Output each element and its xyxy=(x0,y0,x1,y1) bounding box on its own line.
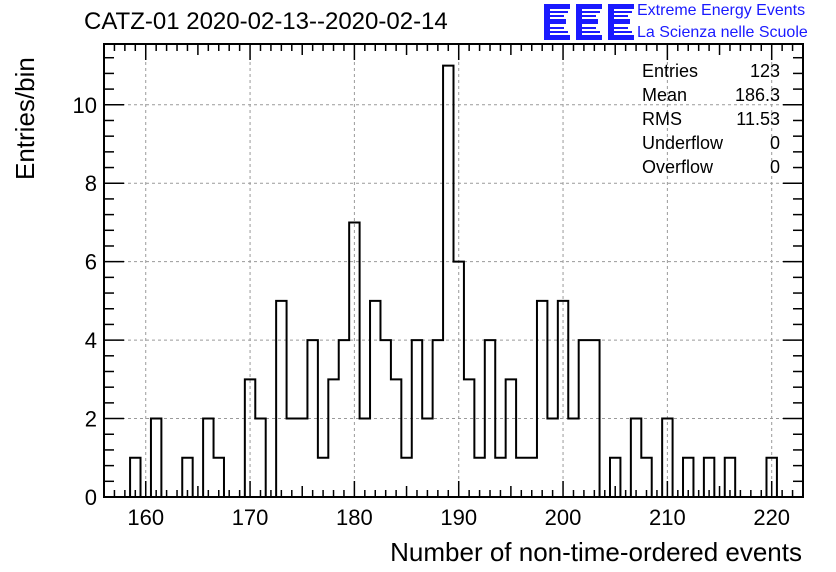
histogram-bin xyxy=(245,379,255,497)
stat-label: RMS xyxy=(642,109,682,129)
histogram-bin xyxy=(537,301,547,497)
x-axis-label: Number of non-time-ordered events xyxy=(390,537,802,567)
stat-value: 123 xyxy=(749,61,780,81)
x-tick-label: 180 xyxy=(336,505,373,530)
stat-rms: RMS 11.53 xyxy=(642,107,780,131)
eee-logo xyxy=(544,4,634,40)
histogram-bin xyxy=(506,379,516,497)
logo-line-1: Extreme Energy Events xyxy=(637,2,806,19)
x-tick-label: 190 xyxy=(440,505,477,530)
stat-value: 0 xyxy=(769,133,780,153)
stats-box: Entries 123 Mean 186.3 RMS 11.53 Underfl… xyxy=(642,59,780,179)
axes xyxy=(103,43,804,498)
stat-label: Overflow xyxy=(642,157,714,177)
histogram-bin xyxy=(328,379,338,497)
stat-value: 11.53 xyxy=(736,109,780,129)
x-tick-label: 170 xyxy=(232,505,269,530)
tick-labels: 160 170 180 190 200 210 220 0 2 4 6 8 10 xyxy=(73,93,791,530)
histogram-series xyxy=(129,64,778,498)
stat-mean: Mean 186.3 xyxy=(642,83,780,107)
histogram-bin xyxy=(349,222,359,497)
y-tick-label: 0 xyxy=(85,485,97,510)
stat-label: Mean xyxy=(642,85,688,105)
histogram-bin xyxy=(568,419,578,497)
logo-letter-e xyxy=(576,4,602,40)
stat-entries: Entries 123 xyxy=(642,59,780,83)
histogram-bin xyxy=(391,379,401,497)
histogram-bin xyxy=(422,419,432,497)
histogram-outline xyxy=(129,64,778,498)
y-tick-label: 2 xyxy=(85,407,97,432)
x-tick-label: 210 xyxy=(649,505,686,530)
y-axis-label: Entries/bin xyxy=(10,57,40,180)
histogram-bin xyxy=(547,419,557,497)
stat-overflow: Overflow 0 xyxy=(642,155,780,179)
histogram-bin xyxy=(464,379,474,497)
stat-label: Entries xyxy=(642,61,699,81)
histogram-bin xyxy=(203,419,213,497)
logo-line-2: La Scienza nelle Scuole xyxy=(637,24,808,41)
histogram-bin xyxy=(631,419,641,497)
stat-underflow: Underflow 0 xyxy=(642,131,780,155)
histogram-bin xyxy=(370,301,380,497)
plot-frame xyxy=(103,43,804,498)
x-tick-label: 200 xyxy=(545,505,582,530)
y-tick-label: 10 xyxy=(73,93,97,118)
histogram-bin xyxy=(276,301,286,497)
y-tick-label: 6 xyxy=(85,250,97,275)
chart-title: CATZ-01 2020-02-13--2020-02-14 xyxy=(84,8,448,35)
histogram-bin xyxy=(287,419,297,497)
x-tick-label: 160 xyxy=(127,505,164,530)
logo-letter-e xyxy=(608,4,634,40)
stat-value: 186.3 xyxy=(734,85,780,105)
y-tick-label: 8 xyxy=(85,171,97,196)
y-tick-label: 4 xyxy=(85,328,97,353)
histogram-bin xyxy=(360,419,370,497)
stat-value: 0 xyxy=(769,157,780,177)
logo-letter-e xyxy=(544,4,570,40)
x-tick-label: 220 xyxy=(753,505,790,530)
stat-label: Underflow xyxy=(642,133,724,153)
histogram-bin xyxy=(297,419,307,497)
histogram-bin xyxy=(255,419,265,497)
histogram-bin xyxy=(151,419,161,497)
histogram-bin xyxy=(443,66,453,497)
